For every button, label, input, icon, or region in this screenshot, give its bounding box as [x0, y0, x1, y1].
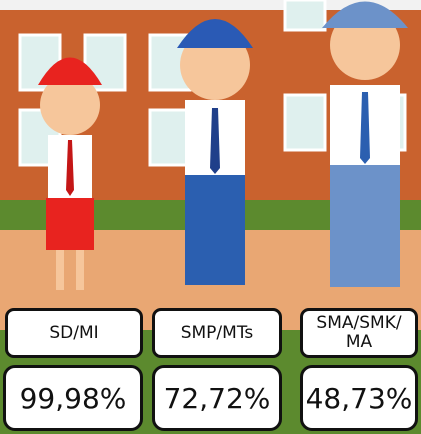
level-label: SMA/SMK/ MA: [300, 308, 418, 358]
level-label: SD/MI: [5, 308, 143, 358]
percentage: 72,72%: [152, 365, 282, 431]
percentage: 99,98%: [3, 365, 143, 431]
percentage: 48,73%: [300, 365, 418, 431]
level-label: SMP/MTs: [152, 308, 282, 358]
infographic: SD/MI SMP/MTs SMA/SMK/ MA 99,98% 72,72% …: [0, 0, 421, 434]
